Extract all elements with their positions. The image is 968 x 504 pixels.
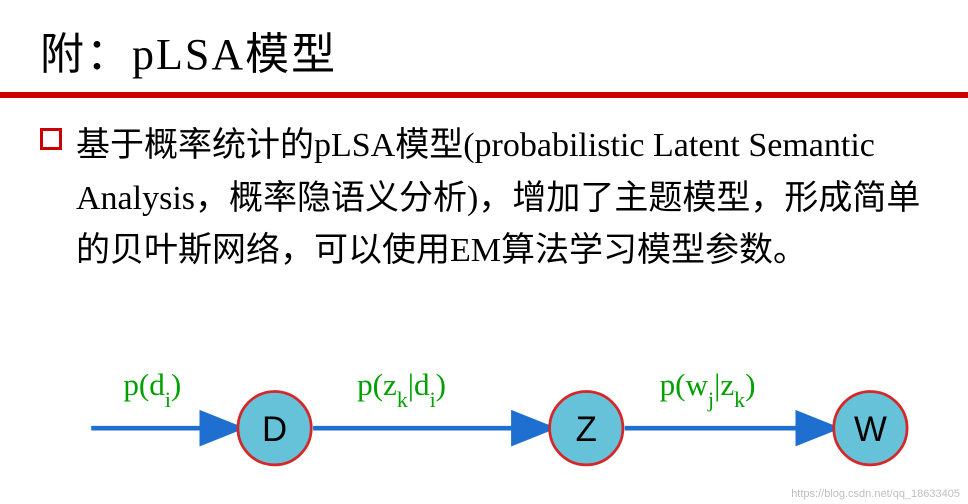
bullet-item: 基于概率统计的pLSA模型(probabilistic Latent Seman… <box>40 120 928 278</box>
node-label-d: D <box>262 410 287 449</box>
edge-label: p(zk|di) <box>357 367 446 412</box>
content-area: 基于概率统计的pLSA模型(probabilistic Latent Seman… <box>0 98 968 278</box>
node-label-z: Z <box>576 410 597 449</box>
edge-label: p(di) <box>123 367 181 412</box>
edge-label: p(wj|zk) <box>660 367 756 412</box>
square-bullet-icon <box>40 128 62 150</box>
node-label-w: W <box>854 410 887 449</box>
page-title: 附：pLSA模型 <box>0 0 968 92</box>
plsa-diagram: D Z W p(di) p(zk|di) p(wj|zk) <box>40 364 940 474</box>
paragraph-text: 基于概率统计的pLSA模型(probabilistic Latent Seman… <box>76 120 928 278</box>
watermark-text: https://blog.csdn.net/qq_18633405 <box>791 488 960 500</box>
